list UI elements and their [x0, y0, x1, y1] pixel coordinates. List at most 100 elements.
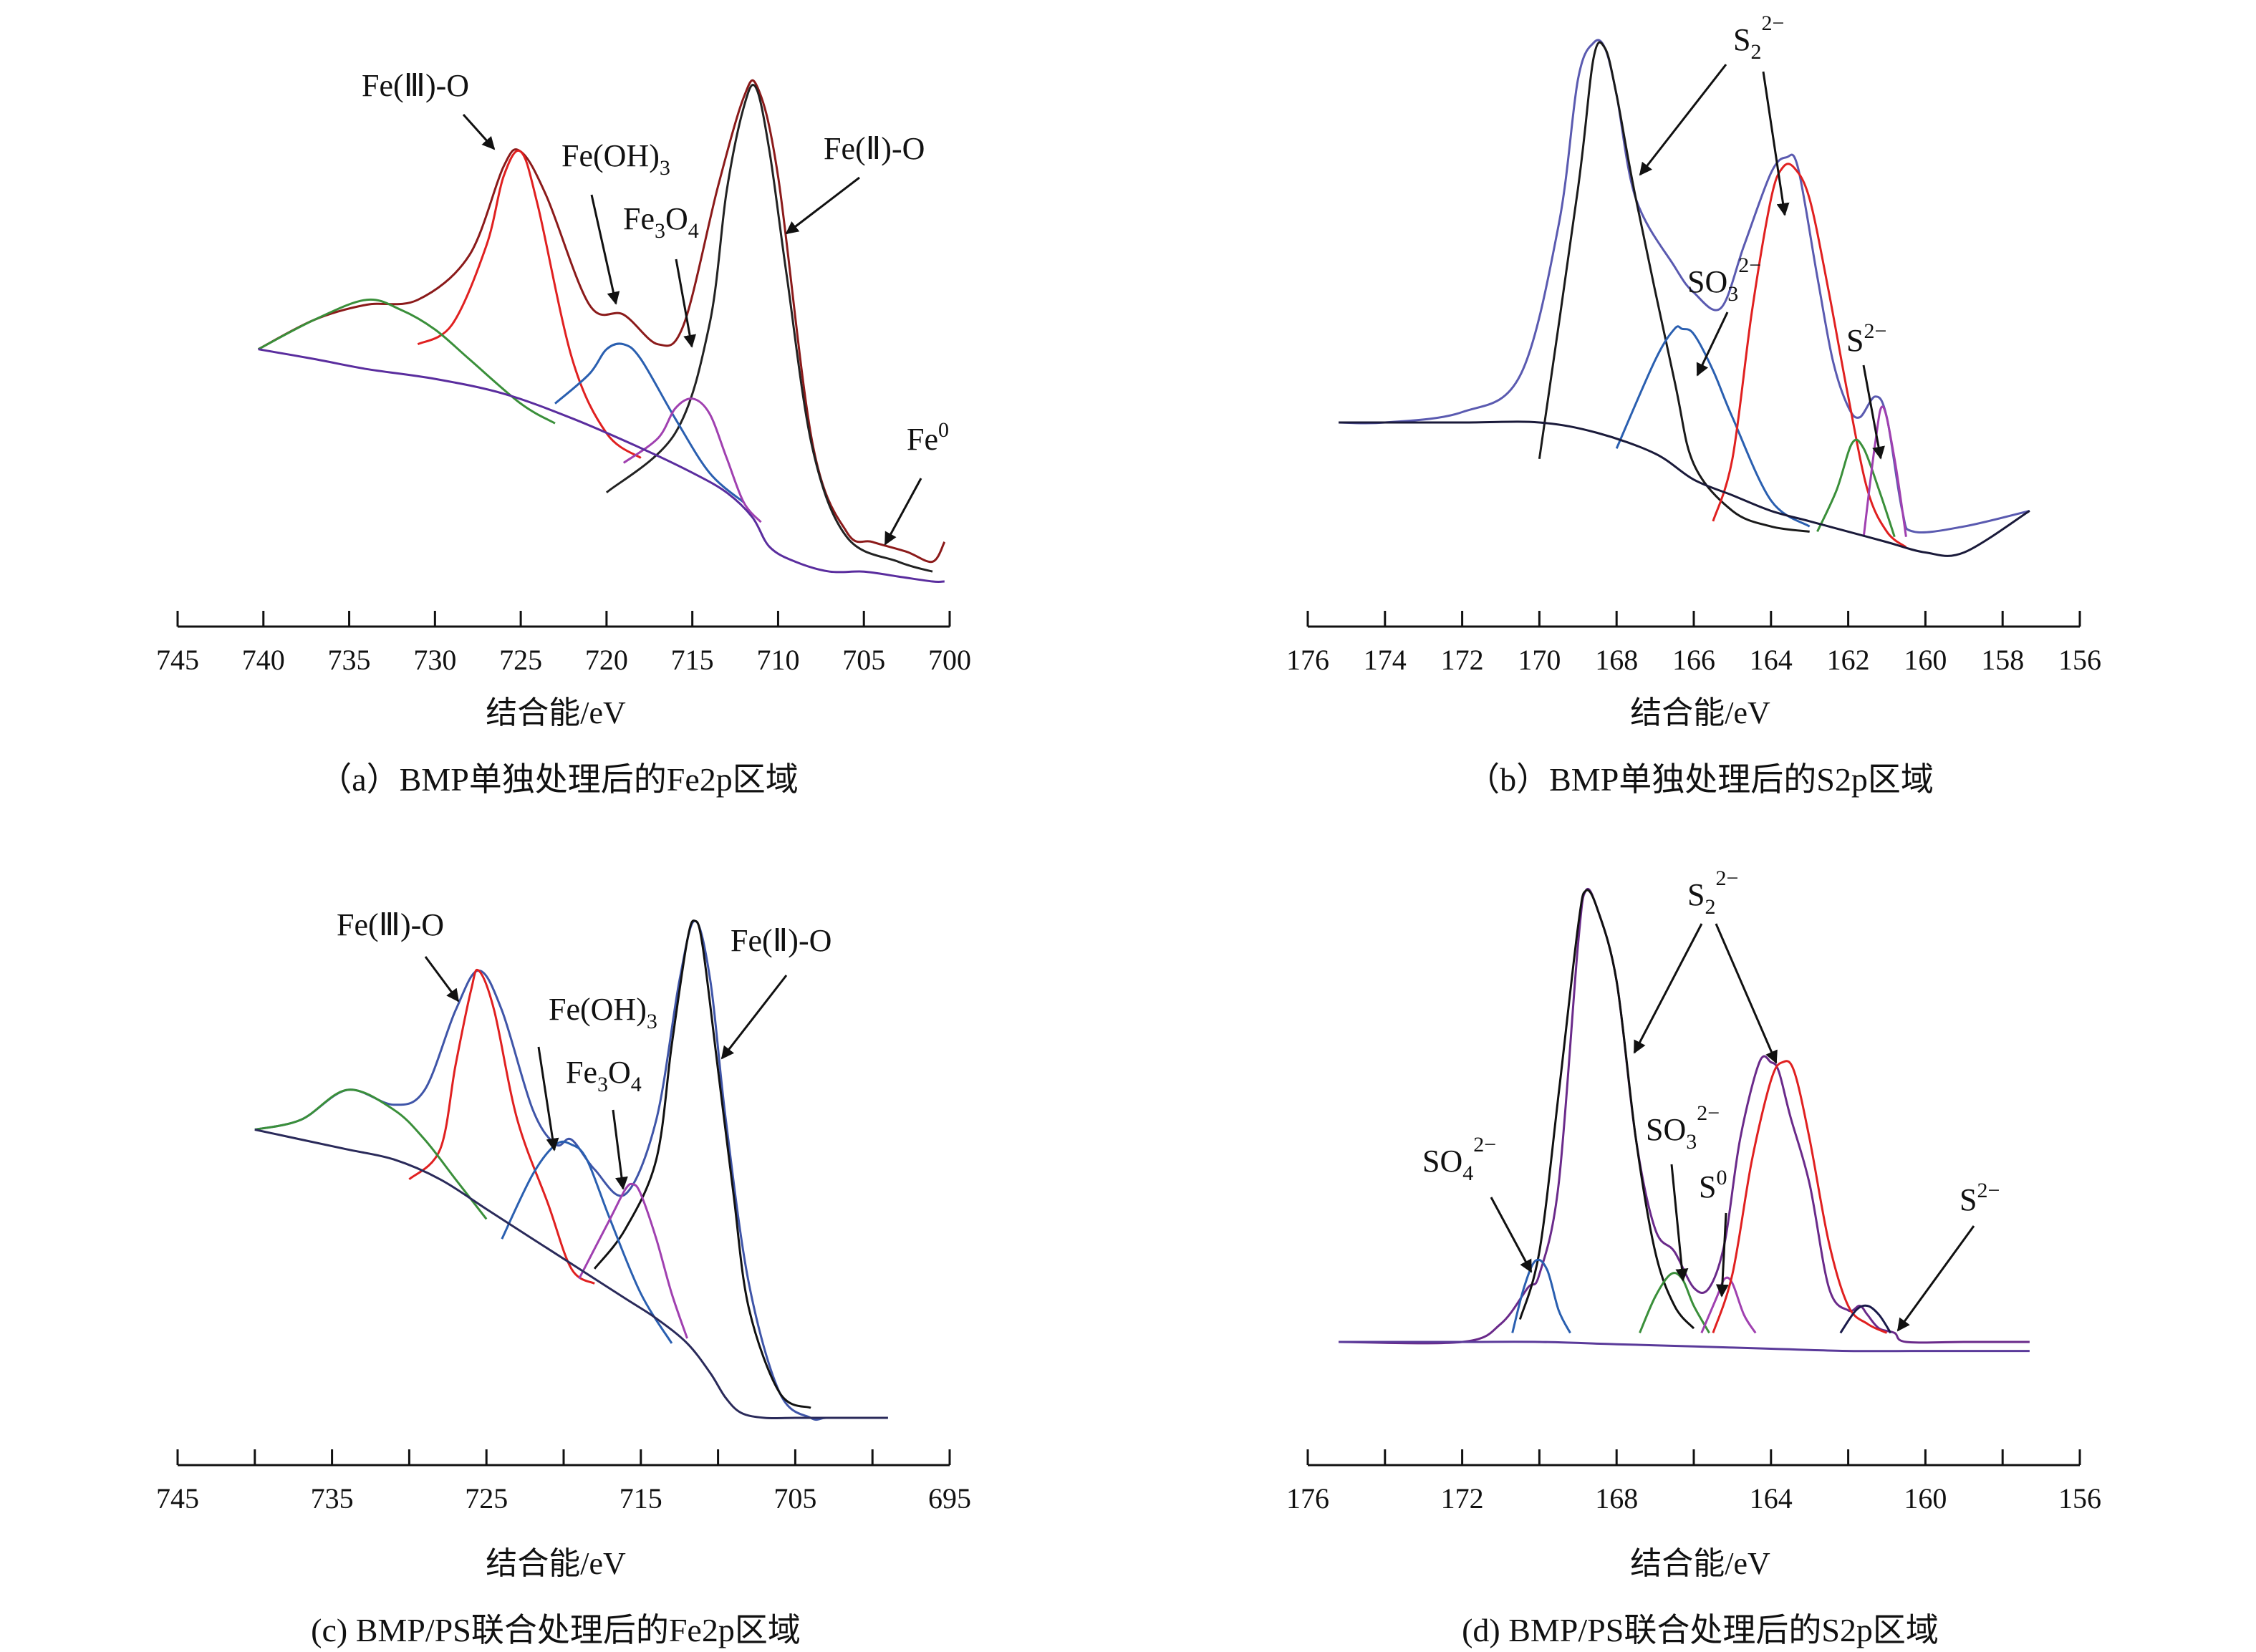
- series-curve-1: [1518, 889, 1695, 1330]
- arrow-fe2-o-a: [785, 176, 860, 235]
- arrow-s2-2-right-d: [1715, 923, 1778, 1064]
- series-curve-0: [254, 919, 888, 1421]
- annotation-so3-d: SO32−: [1646, 1101, 1720, 1154]
- arrow-so4-d: [1490, 1197, 1533, 1273]
- so4-d-main: SO: [1422, 1144, 1462, 1179]
- arrow-so3-d: [1670, 1164, 1689, 1282]
- tick-label: 705: [842, 644, 885, 676]
- so3-b-sup: 2−: [1738, 253, 1761, 277]
- fe3o4-a-tail: O: [665, 201, 688, 236]
- arrow-s2-2-left-d: [1633, 923, 1703, 1054]
- arrow-fe3-o-c: [424, 956, 460, 1003]
- fe3o4-c-sub: 3: [597, 1073, 608, 1096]
- panel-d: 176 172 168 164 160 156 结合能/eV (d) BMP/PS联合处理…: [1286, 866, 2101, 1648]
- panel-a: 745 740 735 730 725 720 715 710 705 700 结合能/eV （a…: [156, 68, 971, 798]
- xlabel-a: 结合能/eV: [486, 695, 626, 730]
- series-curve-5: [257, 298, 556, 425]
- tick-label: 156: [2058, 644, 2101, 676]
- series-curve-6: [254, 1129, 888, 1420]
- curves-d: [1339, 887, 2030, 1353]
- tick-label: 164: [1750, 1482, 1793, 1515]
- arrow-s0-d: [1715, 1212, 1729, 1298]
- s2-b-main: S: [1846, 323, 1864, 358]
- annotation-fe0-a: Fe0: [907, 418, 949, 457]
- annotation-fe2-o-c: Fe(Ⅱ)-O: [731, 923, 831, 958]
- so3-d-sub: 3: [1686, 1130, 1697, 1154]
- tick-label: 715: [620, 1482, 662, 1515]
- annotation-feoh3-a: Fe(OH)3: [561, 138, 670, 180]
- arrow-fe3o4-a: [675, 259, 696, 348]
- tick-label: 166: [1672, 644, 1715, 676]
- annotation-feoh3-c: Fe(OH)3: [549, 992, 657, 1033]
- annotation-fe3o4-c: Fe3O4: [566, 1055, 642, 1096]
- annotation-fe2-o-a: Fe(Ⅱ)-O: [824, 131, 925, 166]
- tick-label: 176: [1286, 1482, 1329, 1515]
- tick-label: 168: [1595, 1482, 1638, 1515]
- series-curve-6: [258, 348, 945, 583]
- tick-label: 725: [499, 644, 542, 676]
- series-curve-5: [1862, 405, 1907, 537]
- annotation-s2-2-d: S22−: [1687, 866, 1738, 919]
- tick-label: 740: [242, 644, 285, 676]
- tick-label: 176: [1286, 644, 1329, 676]
- tick-label: 172: [1441, 1482, 1484, 1515]
- caption-c: (c) BMP/PS联合处理后的Fe2p区域: [311, 1612, 801, 1648]
- arrow-fe3o4-c: [612, 1109, 628, 1190]
- series-curve-4: [1700, 1276, 1757, 1334]
- annotation-so3-b: SO32−: [1687, 253, 1761, 306]
- x-axis-b: 176 174 172 170 168 166 164 162 160 158 156: [1286, 611, 2101, 676]
- so4-d-sup: 2−: [1473, 1133, 1496, 1156]
- series-curve-4: [578, 1182, 688, 1339]
- fe0-a-sup: 0: [938, 418, 949, 442]
- annotation-so4-d: SO42−: [1422, 1133, 1496, 1185]
- s2-2-b-sup: 2−: [1761, 11, 1784, 35]
- tick-label: 164: [1750, 644, 1793, 676]
- arrow-fe3-o-a: [462, 113, 496, 150]
- series-curve-1: [605, 84, 933, 573]
- series-curve-5: [254, 1088, 488, 1220]
- tick-label: 705: [773, 1482, 816, 1515]
- annotation-s0-d: S0: [1699, 1166, 1727, 1204]
- panel-b: 176 174 172 170 168 166 164 162 160 158 156 结合能/eV…: [1286, 11, 2101, 798]
- so3-d-sup: 2−: [1697, 1101, 1720, 1125]
- series-curve-1: [593, 919, 811, 1409]
- series-curve-0: [1339, 887, 2030, 1345]
- x-axis-a: 745 740 735 730 725 720 715 710 705 700: [156, 611, 971, 676]
- series-curve-0: [1339, 39, 2030, 534]
- curves-b: [1339, 39, 2030, 557]
- panel-c: 745 735 725 715 705 695 结合能/eV (c) BMP/PS联合处理…: [156, 907, 971, 1648]
- s2-2-d-sup: 2−: [1715, 866, 1738, 890]
- tick-label: 172: [1441, 644, 1484, 676]
- fe3o4-c-sub2: 4: [631, 1073, 642, 1096]
- annotation-s2-2-b: S22−: [1733, 11, 1784, 64]
- feoh3-a-sub: 3: [660, 156, 670, 180]
- x-axis-c: 745 735 725 715 705 695: [156, 1449, 971, 1515]
- so3-d-main: SO: [1646, 1112, 1686, 1147]
- annotation-s2-d: S2−: [1959, 1179, 2000, 1217]
- s2-2-d-main: S: [1687, 877, 1705, 912]
- so4-d-sub: 4: [1462, 1161, 1473, 1185]
- tick-label: 720: [585, 644, 628, 676]
- annotation-s2-b: S2−: [1846, 319, 1886, 358]
- arrow-feoh3-c: [537, 1046, 559, 1151]
- series-curve-4: [622, 397, 762, 523]
- tick-label: 170: [1518, 644, 1561, 676]
- s0-d-main: S: [1699, 1169, 1716, 1204]
- series-curve-4: [1816, 438, 1896, 538]
- tick-label: 158: [1981, 644, 2024, 676]
- fe0-a-main: Fe: [907, 422, 938, 457]
- xlabel-b: 结合能/eV: [1630, 695, 1770, 730]
- s2-b-sup: 2−: [1864, 319, 1886, 343]
- caption-d: (d) BMP/PS联合处理后的S2p区域: [1462, 1612, 1939, 1648]
- so3-b-main: SO: [1687, 264, 1727, 299]
- s0-d-sup: 0: [1716, 1166, 1727, 1189]
- series-curve-2: [1511, 1258, 1571, 1334]
- tick-label: 168: [1595, 644, 1638, 676]
- xlabel-c: 结合能/eV: [486, 1546, 626, 1581]
- series-curve-2: [417, 149, 642, 459]
- s2-d-sup: 2−: [1977, 1179, 2000, 1202]
- series-curve-2: [408, 968, 595, 1285]
- fe3o4-c-tail: O: [608, 1055, 631, 1090]
- arrow-fe2-o-c: [720, 975, 788, 1060]
- curves-c: [254, 919, 888, 1421]
